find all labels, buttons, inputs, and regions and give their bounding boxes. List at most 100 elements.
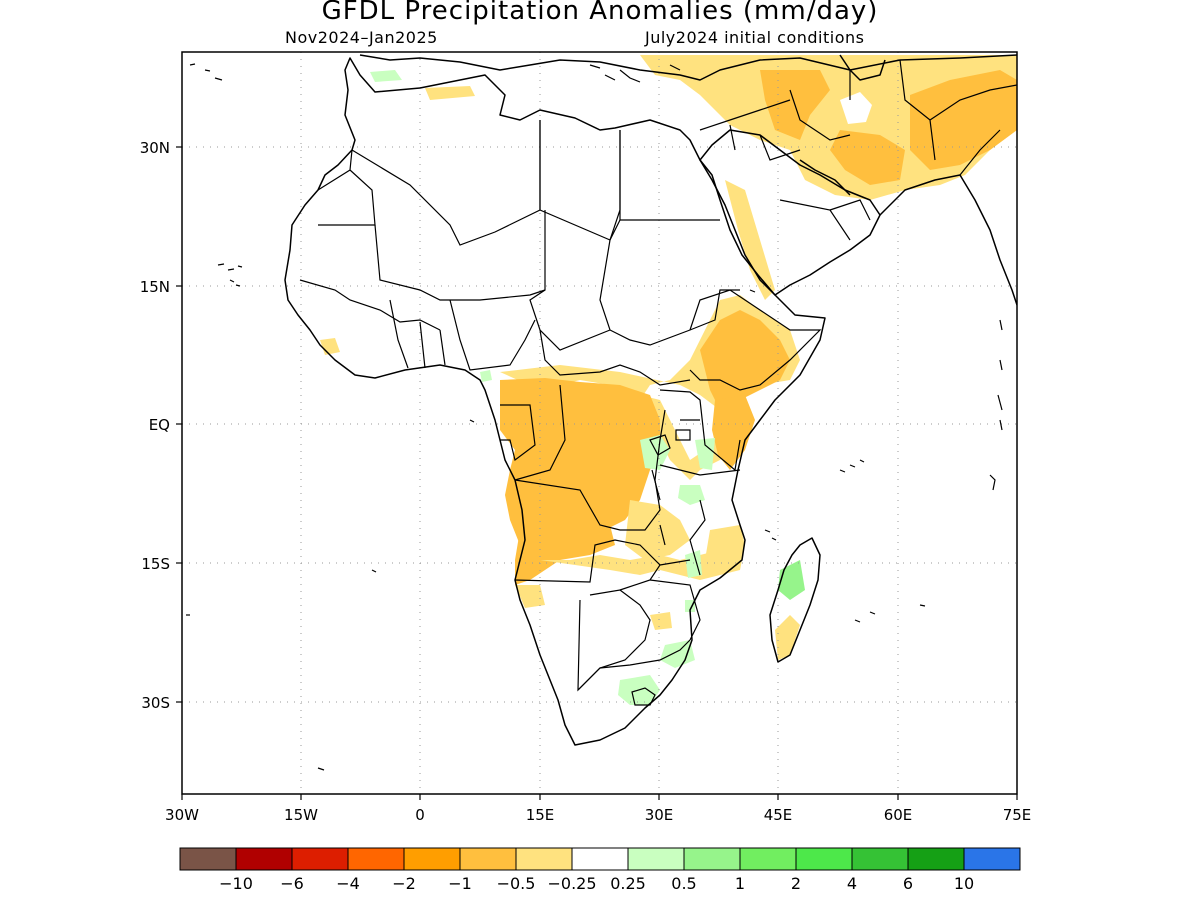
lakes xyxy=(649,429,691,546)
border-zimbabwe-mozambique xyxy=(649,559,701,641)
plot-frame xyxy=(181,51,1018,795)
y-tick-label: 15N xyxy=(140,278,170,296)
colorbar-swatch xyxy=(347,847,405,871)
border-sahel-mali-niger xyxy=(374,224,546,301)
colorbar-label: 0.25 xyxy=(610,874,646,893)
border-south-africa xyxy=(577,639,691,691)
colorbar-swatch xyxy=(571,847,629,871)
red-sea-islands xyxy=(749,289,756,293)
border-car xyxy=(539,329,691,386)
st-helena-island xyxy=(371,569,377,573)
dry-area-east-central xyxy=(625,500,690,560)
y-tick-label: 30S xyxy=(141,694,170,712)
chagos-islands xyxy=(989,474,996,491)
dry-area-madagascar xyxy=(775,615,800,660)
wet-area-north-africa xyxy=(370,70,402,82)
border-nigeria xyxy=(449,299,536,371)
border-middle-east xyxy=(699,59,1017,176)
seychelles-islands xyxy=(839,459,865,473)
border-chad xyxy=(529,210,611,351)
colorbar-label: −10 xyxy=(219,874,253,893)
arabia-coastline xyxy=(699,129,881,296)
colorbar-swatch xyxy=(851,847,909,871)
colorbar-label: 2 xyxy=(791,874,801,893)
border-ethiopia xyxy=(689,289,822,391)
africa-coastline xyxy=(284,57,826,746)
x-tick-label: 15E xyxy=(526,806,555,824)
wet-area-limpopo xyxy=(660,640,695,668)
dry-area-kenya xyxy=(712,395,755,470)
colorbar-swatch xyxy=(627,847,685,871)
border-drc xyxy=(514,384,666,531)
y-tick-label: 30N xyxy=(140,139,170,157)
colorbar-swatch xyxy=(739,847,797,871)
border-lesotho xyxy=(631,687,656,706)
tick-marks xyxy=(176,146,1018,800)
border-arabia xyxy=(779,199,871,241)
dry-area-southeast xyxy=(650,612,672,630)
colorbar-label: 4 xyxy=(847,874,857,893)
persian-gulf-coast xyxy=(799,159,851,196)
wet-area-kenya-coast xyxy=(695,438,715,470)
colorbar-swatch xyxy=(795,847,853,871)
canary-islands xyxy=(217,263,243,271)
x-tick-label: 0 xyxy=(415,806,425,824)
colorbar-label: −0.25 xyxy=(547,874,596,893)
graticule xyxy=(182,52,1017,794)
x-tick-label: 60E xyxy=(884,806,913,824)
border-uganda-kenya xyxy=(659,389,741,472)
map-title: GFDL Precipitation Anomalies (mm/day) xyxy=(321,0,879,26)
colorbar-swatch xyxy=(515,847,573,871)
coastlines xyxy=(284,54,1017,746)
islands xyxy=(186,63,1003,771)
colorbar-label: 0.5 xyxy=(671,874,696,893)
mascarene-islands xyxy=(854,604,926,623)
dry-area-angola xyxy=(515,480,615,585)
y-tick-label: EQ xyxy=(149,416,170,434)
y-axis-labels: 30N 15N EQ 15S 30S xyxy=(140,139,170,712)
forecast-period: Nov2024–Jan2025 xyxy=(285,28,438,47)
dry-area-angola-coast xyxy=(515,585,545,608)
colorbar-swatch xyxy=(179,847,237,871)
madeira-islands xyxy=(189,63,223,81)
wet-area-nigeria xyxy=(480,370,492,382)
colorbar-swatch xyxy=(459,847,517,871)
dry-area-arabia-medium xyxy=(830,130,905,185)
tristan-island xyxy=(317,767,325,771)
colorbar-swatch xyxy=(403,847,461,871)
initial-conditions-label: July2024 initial conditions xyxy=(645,28,865,47)
x-tick-label: 15W xyxy=(284,806,318,824)
x-axis-labels: 30W 15W 0 15E 30E 45E 60E 75E xyxy=(165,806,1031,824)
country-borders xyxy=(299,59,1017,706)
border-sudan xyxy=(599,219,740,346)
dry-area-ethiopia-medium xyxy=(700,310,790,410)
colorbar-label: −0.5 xyxy=(497,874,536,893)
dry-area-pakistan-medium xyxy=(910,70,1017,170)
cape-verde-islands xyxy=(229,279,241,287)
colorbar-label: −2 xyxy=(392,874,416,893)
x-tick-label: 45E xyxy=(764,806,793,824)
colorbar xyxy=(179,847,1021,871)
wet-area-zambia xyxy=(685,600,695,612)
colorbar-swatch xyxy=(235,847,293,871)
colorbar-swatch xyxy=(907,847,965,871)
border-congo xyxy=(500,404,536,462)
mediterranean-islands xyxy=(589,64,681,83)
colorbar-label: 6 xyxy=(903,874,913,893)
bioko-island xyxy=(469,419,475,423)
x-tick-label: 30E xyxy=(645,806,674,824)
x-tick-label: 30W xyxy=(165,806,199,824)
comoros-islands xyxy=(764,529,777,541)
colorbar-swatch xyxy=(683,847,741,871)
mediterranean-north-coast xyxy=(359,54,1017,81)
dry-area-red-sea-coast xyxy=(725,180,775,300)
x-tick-label: 75E xyxy=(1003,806,1032,824)
y-tick-label: 15S xyxy=(141,555,170,573)
border-west-africa xyxy=(299,279,446,369)
caspian-coast xyxy=(839,54,886,81)
colorbar-label: −1 xyxy=(448,874,472,893)
colorbar-label: 1 xyxy=(735,874,745,893)
dry-area-southern-band xyxy=(540,550,735,580)
madagascar-coastline xyxy=(769,537,821,663)
